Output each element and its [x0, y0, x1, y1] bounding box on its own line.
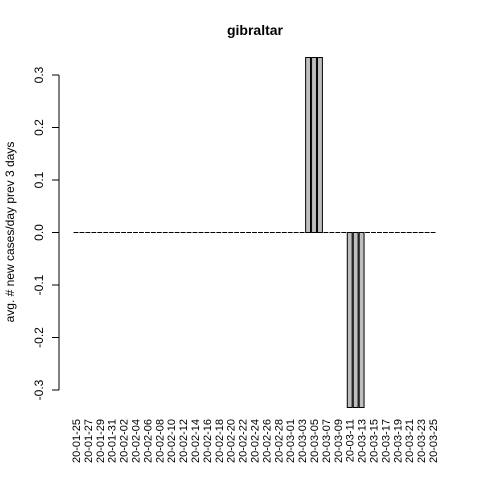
y-tick-label: -0.3	[32, 379, 46, 400]
x-tick-label: 20-02-14	[190, 419, 202, 463]
x-tick-label: 20-03-03	[297, 419, 309, 463]
y-tick-label: 0.3	[32, 66, 46, 83]
x-tick-label: 20-02-10	[166, 419, 178, 463]
x-tick-label: 20-01-25	[71, 419, 83, 463]
x-tick-label: 20-03-19	[392, 419, 404, 463]
bar	[358, 232, 365, 408]
x-tick-label: 20-03-13	[357, 419, 369, 463]
x-tick-label: 20-02-02	[119, 419, 131, 463]
x-tick-label: 20-02-26	[261, 419, 273, 463]
bar	[346, 232, 353, 408]
x-tick-label: 20-01-27	[83, 419, 95, 463]
x-tick-label: 20-03-01	[285, 419, 297, 463]
x-tick-label: 20-03-17	[380, 419, 392, 463]
x-tick-label: 20-02-18	[214, 419, 226, 463]
x-tick-label: 20-02-06	[142, 419, 154, 463]
bar	[317, 57, 323, 233]
x-tick-label: 20-02-22	[238, 419, 250, 463]
x-tick-label: 20-02-04	[130, 419, 142, 463]
x-tick-label: 20-03-25	[428, 419, 440, 463]
x-tick-label: 20-02-08	[154, 419, 166, 463]
x-tick-label: 20-03-09	[333, 419, 345, 463]
y-tick-label: 0.1	[32, 171, 46, 188]
x-tick-label: 20-02-24	[250, 419, 262, 463]
x-axis-labels: 20-01-25 20-01-27 20-01-29 20-01-31 20-02-02…	[71, 419, 440, 463]
bar	[352, 232, 359, 408]
bars	[73, 57, 436, 408]
x-tick-label: 20-02-20	[226, 419, 238, 463]
y-tick-label: 0.0	[32, 224, 46, 241]
y-tick-label: 0.2	[32, 119, 46, 136]
y-axis-label: avg. # new cases/day prev 3 days	[3, 142, 17, 323]
x-tick-label: 20-03-07	[321, 419, 333, 463]
x-tick-label: 20-03-23	[416, 419, 428, 463]
x-tick-label: 20-03-15	[369, 419, 381, 463]
x-tick-label: 20-01-31	[107, 419, 119, 463]
y-axis: -0.3 -0.2 -0.1 0.0 0.1 0.2 0.3	[32, 66, 60, 400]
x-tick-label: 20-03-05	[309, 419, 321, 463]
x-tick-label: 20-01-29	[95, 419, 107, 463]
x-tick-label: 20-02-12	[178, 419, 190, 463]
x-tick-label: 20-03-11	[345, 419, 357, 462]
bar	[305, 57, 311, 233]
bar	[311, 57, 317, 233]
x-tick-label: 20-02-16	[202, 419, 214, 463]
y-tick-label: -0.1	[32, 274, 46, 295]
y-tick-label: -0.2	[32, 327, 46, 348]
x-tick-label: 20-02-28	[273, 419, 285, 463]
chart-title: gibraltar	[227, 22, 284, 38]
x-tick-label: 20-03-21	[404, 419, 416, 463]
